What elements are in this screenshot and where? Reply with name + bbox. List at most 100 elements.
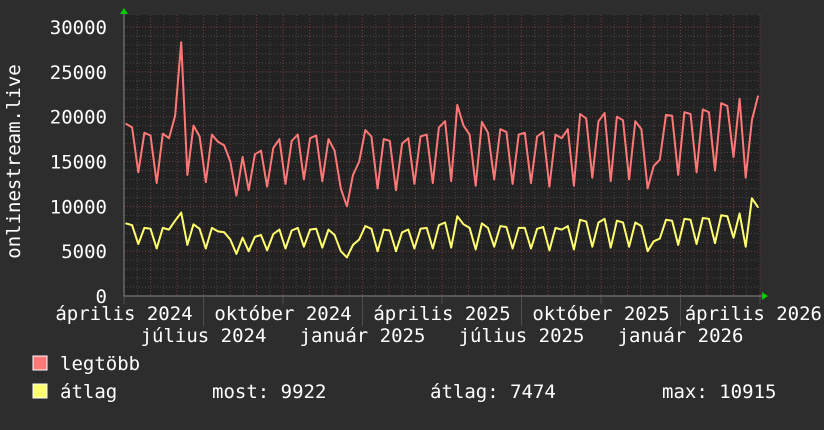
data-point	[149, 228, 152, 230]
data-point	[554, 133, 557, 136]
data-point	[174, 115, 176, 117]
data-point	[683, 218, 686, 220]
data-point	[432, 182, 434, 184]
data-point	[652, 165, 655, 167]
data-point	[726, 105, 729, 107]
data-point	[628, 245, 630, 248]
data-point	[198, 228, 201, 230]
data-point	[247, 189, 250, 191]
data-point	[198, 135, 201, 138]
data-point	[744, 245, 747, 248]
data-point	[554, 227, 557, 229]
data-point	[462, 124, 465, 127]
data-point	[180, 41, 182, 43]
data-point	[272, 147, 275, 149]
data-point	[438, 126, 440, 129]
data-point	[229, 238, 232, 241]
data-point	[143, 227, 146, 229]
data-point	[290, 229, 293, 232]
legend-label: átlag	[60, 381, 117, 403]
data-point	[352, 174, 354, 176]
y-tick-label: 20000	[50, 107, 107, 129]
data-point	[395, 250, 397, 252]
data-point	[505, 226, 508, 228]
data-point	[573, 184, 575, 187]
data-point	[260, 234, 262, 236]
data-point	[401, 231, 403, 234]
data-point	[695, 171, 698, 174]
data-point	[732, 156, 735, 158]
data-point	[757, 206, 759, 208]
data-point	[290, 140, 293, 142]
data-point	[591, 176, 594, 179]
data-point	[640, 225, 643, 227]
legend-label: legtöbb	[60, 353, 140, 375]
data-point	[708, 218, 710, 220]
data-point	[677, 244, 679, 246]
data-point	[278, 138, 281, 140]
data-point	[511, 247, 514, 250]
data-point	[272, 233, 275, 235]
data-point	[634, 120, 637, 122]
y-tick-label: 30000	[50, 17, 107, 39]
y-axis-arrow-icon	[120, 8, 128, 14]
data-point	[646, 187, 649, 190]
data-point	[603, 112, 606, 114]
data-point	[708, 111, 710, 113]
data-point	[315, 134, 318, 137]
data-point	[346, 256, 348, 259]
data-point	[376, 187, 379, 190]
data-point	[401, 142, 403, 145]
data-point	[536, 228, 538, 230]
data-point	[168, 228, 170, 231]
data-point	[560, 228, 563, 231]
data-point	[333, 234, 336, 236]
data-point	[186, 244, 189, 246]
x-tick-label: január 2025	[300, 325, 426, 347]
data-point	[235, 194, 238, 197]
data-point	[389, 140, 391, 142]
data-point	[229, 160, 232, 163]
data-point	[744, 176, 747, 179]
data-point	[548, 185, 551, 188]
data-point	[567, 128, 569, 130]
data-point	[665, 219, 667, 221]
data-point	[266, 185, 268, 188]
data-point	[524, 227, 526, 229]
legend-stat-average: átlag: 7474	[430, 381, 556, 403]
data-point	[585, 220, 587, 223]
data-point	[536, 135, 538, 138]
data-point	[358, 238, 361, 241]
x-tick-label: január 2026	[618, 325, 744, 347]
data-point	[180, 211, 182, 214]
data-point	[499, 128, 502, 130]
data-point	[542, 226, 544, 228]
data-point	[389, 229, 391, 232]
data-point	[376, 250, 379, 252]
data-point	[548, 249, 551, 252]
data-point	[487, 132, 489, 134]
legend-swatch	[32, 355, 48, 371]
data-point	[517, 133, 520, 136]
data-point	[493, 178, 496, 181]
data-point	[407, 228, 410, 231]
data-point	[640, 128, 643, 130]
data-point	[352, 244, 354, 246]
data-point	[419, 135, 422, 138]
data-point	[413, 247, 416, 250]
data-point	[235, 253, 238, 255]
data-point	[223, 144, 225, 147]
data-point	[738, 97, 741, 100]
data-point	[702, 217, 704, 219]
data-point	[241, 236, 244, 239]
data-point	[714, 242, 716, 244]
y-tick-label: 25000	[50, 62, 107, 84]
data-point	[481, 121, 483, 123]
y-tick-label: 15000	[50, 152, 107, 174]
data-point	[474, 184, 477, 187]
data-point	[444, 221, 446, 224]
data-point	[364, 225, 367, 227]
data-point	[456, 215, 459, 217]
x-tick-label: április 2025	[373, 303, 510, 325]
